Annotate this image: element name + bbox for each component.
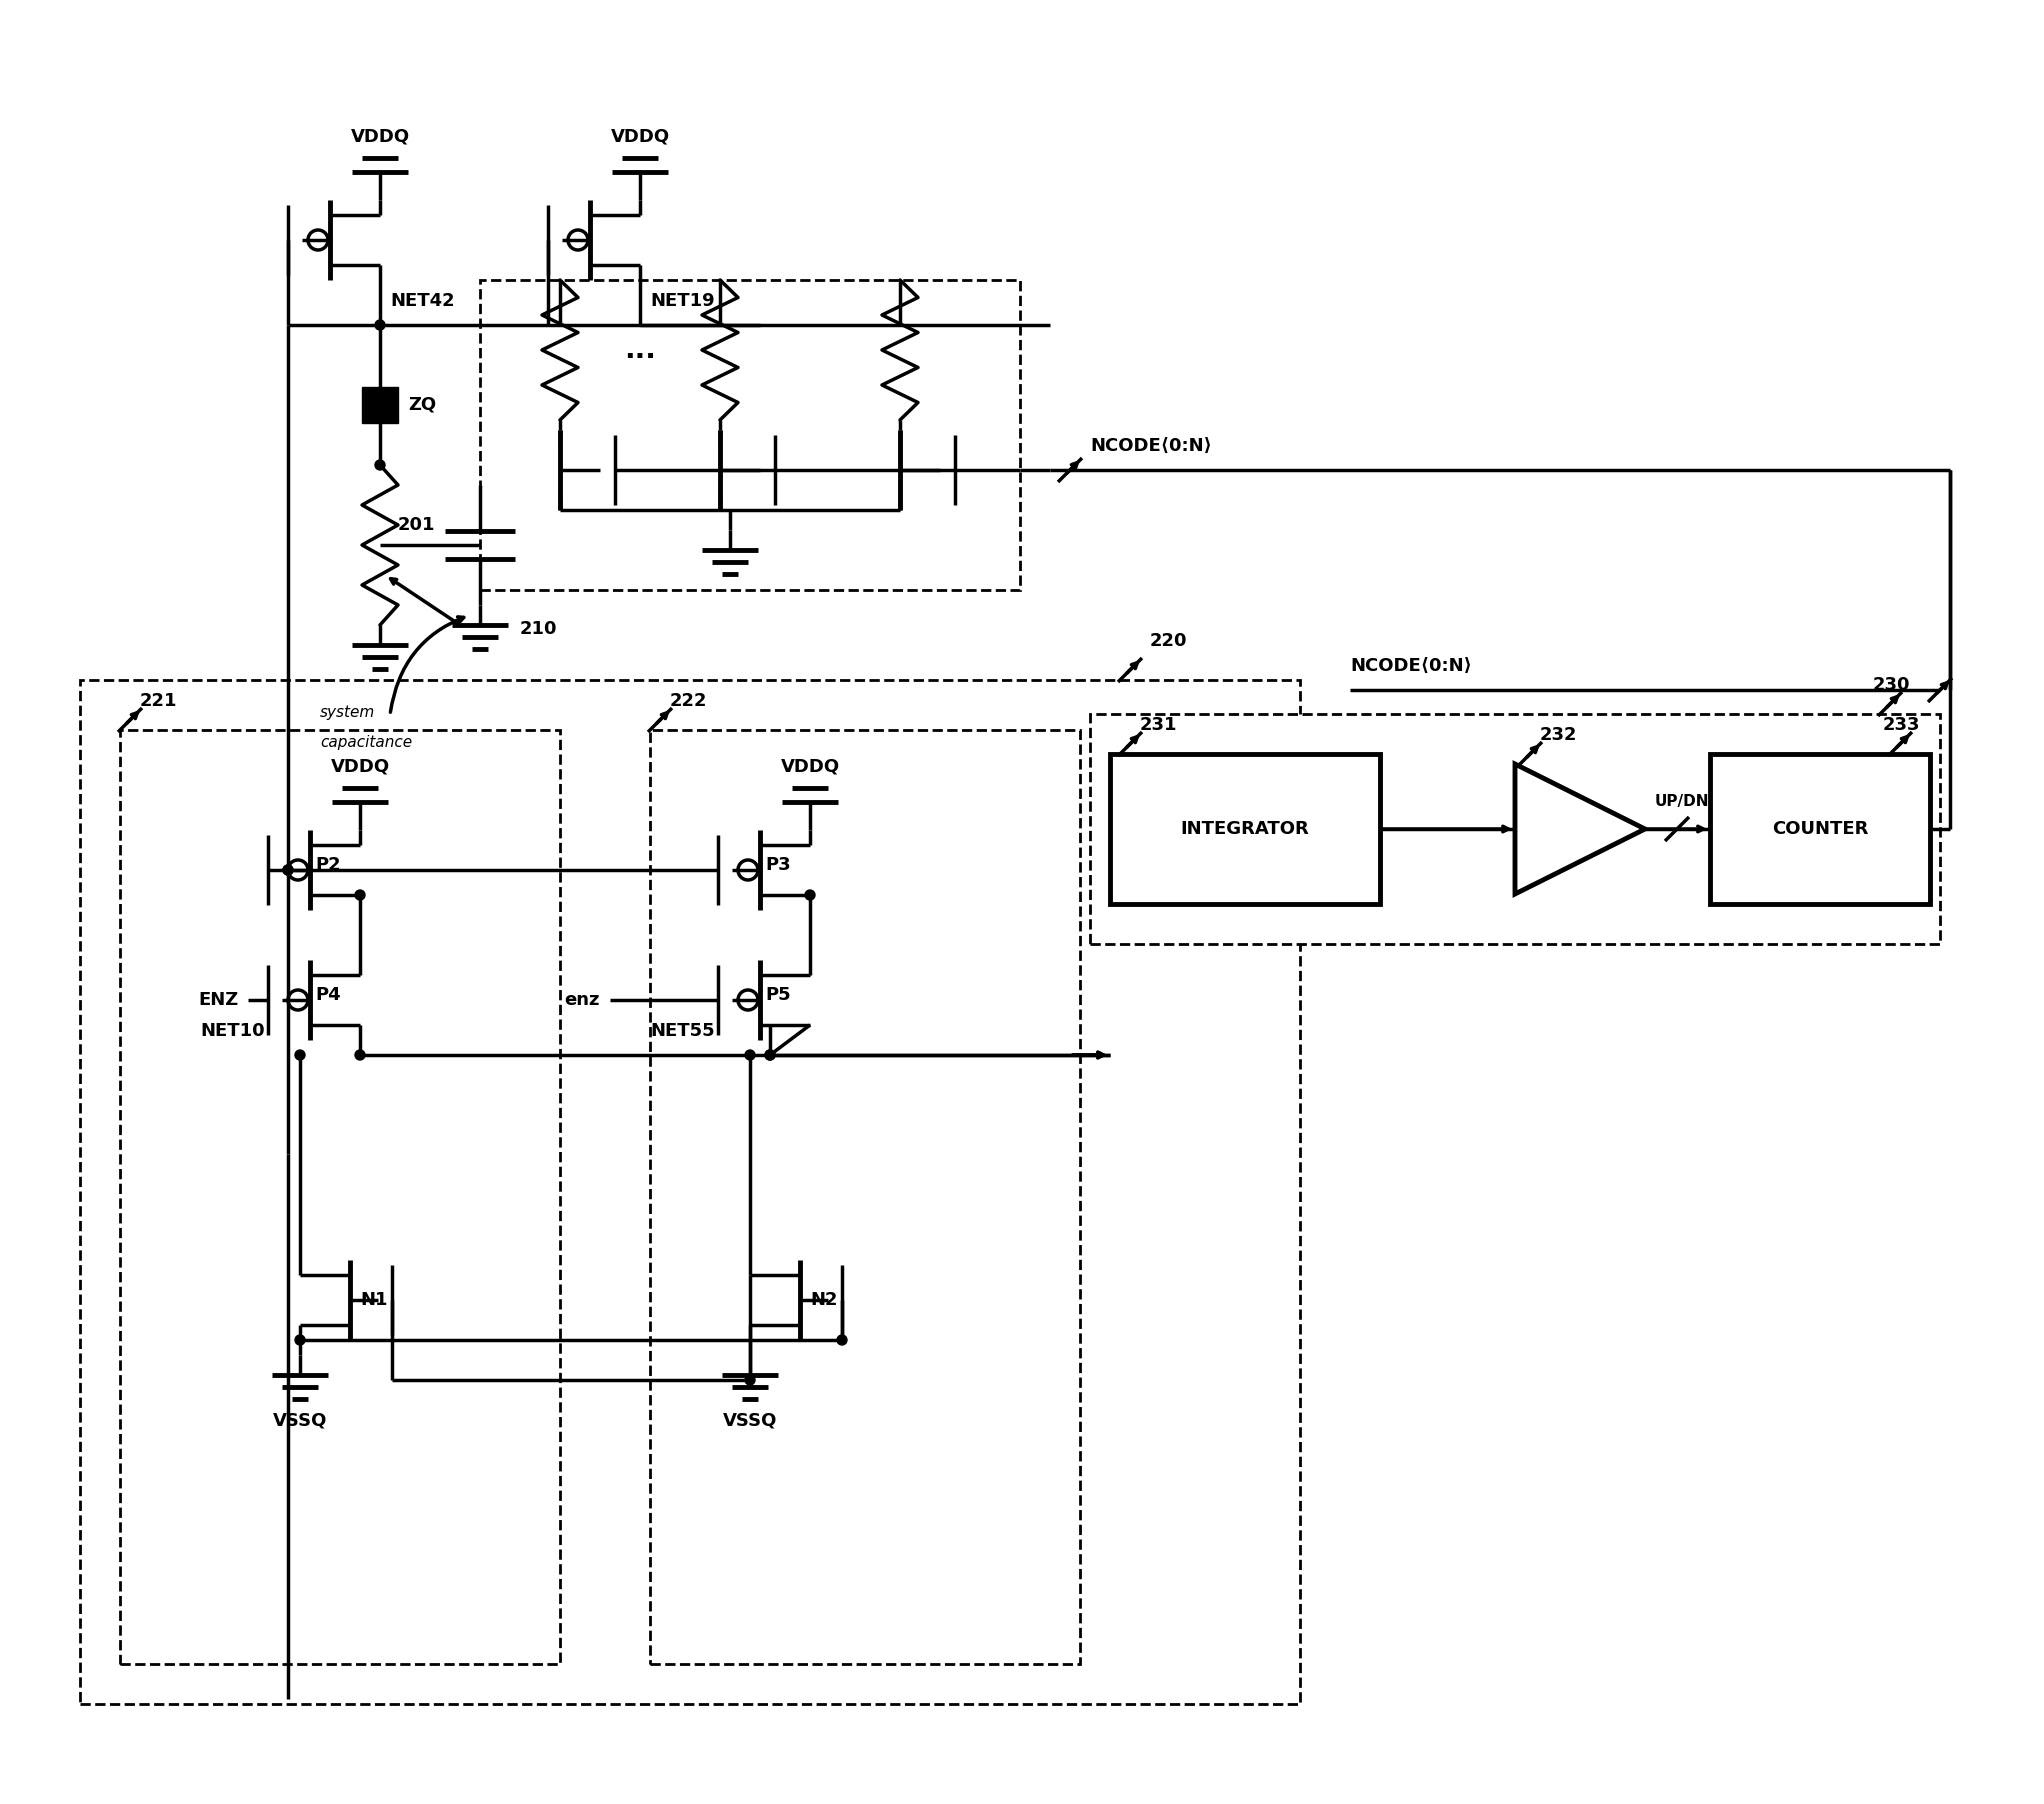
- Text: UP/DN: UP/DN: [1656, 794, 1709, 808]
- Text: COUNTER: COUNTER: [1772, 821, 1868, 839]
- Text: VDDQ: VDDQ: [350, 126, 409, 144]
- Circle shape: [282, 864, 292, 875]
- Text: NET42: NET42: [390, 292, 454, 310]
- Text: 232: 232: [1539, 725, 1578, 743]
- Text: VSSQ: VSSQ: [724, 1411, 777, 1429]
- Text: 221: 221: [139, 693, 178, 711]
- Text: VSSQ: VSSQ: [272, 1411, 327, 1429]
- Circle shape: [356, 1050, 366, 1061]
- Text: 233: 233: [1883, 716, 1919, 734]
- Circle shape: [282, 864, 292, 875]
- Circle shape: [356, 889, 366, 900]
- Text: INTEGRATOR: INTEGRATOR: [1181, 821, 1310, 839]
- Text: capacitance: capacitance: [321, 734, 413, 750]
- Circle shape: [288, 990, 309, 1010]
- Circle shape: [294, 1335, 305, 1346]
- Circle shape: [738, 990, 758, 1010]
- Text: P4: P4: [315, 987, 341, 1005]
- Text: 222: 222: [670, 693, 707, 711]
- Circle shape: [805, 889, 816, 900]
- Circle shape: [764, 1050, 775, 1061]
- Text: 230: 230: [1872, 676, 1909, 695]
- Bar: [480, 280, 1020, 590]
- Bar: [362, 388, 399, 422]
- Circle shape: [288, 861, 309, 880]
- Text: VDDQ: VDDQ: [611, 126, 670, 144]
- Text: NCODE⟨0:N⟩: NCODE⟨0:N⟩: [1349, 657, 1472, 675]
- Text: P3: P3: [764, 857, 791, 873]
- Text: VDDQ: VDDQ: [781, 758, 840, 776]
- Text: ENZ: ENZ: [198, 990, 237, 1008]
- Bar: [121, 731, 560, 1663]
- Text: N1: N1: [360, 1292, 388, 1310]
- Circle shape: [738, 861, 758, 880]
- Circle shape: [374, 460, 384, 471]
- Circle shape: [568, 229, 589, 251]
- Bar: [80, 680, 1300, 1705]
- Text: P2: P2: [315, 857, 341, 873]
- Circle shape: [374, 319, 384, 330]
- Text: P5: P5: [764, 987, 791, 1005]
- Circle shape: [544, 319, 554, 330]
- Circle shape: [836, 1335, 846, 1346]
- Text: NET19: NET19: [650, 292, 715, 310]
- Bar: [1089, 714, 1940, 943]
- Text: enz: enz: [564, 990, 601, 1008]
- Text: VDDQ: VDDQ: [331, 758, 390, 776]
- Text: N2: N2: [809, 1292, 838, 1310]
- Circle shape: [294, 1050, 305, 1061]
- Bar: [650, 731, 1079, 1663]
- Circle shape: [744, 1050, 754, 1061]
- Circle shape: [309, 229, 327, 251]
- Circle shape: [636, 319, 646, 330]
- Text: NET55: NET55: [650, 1023, 715, 1039]
- Circle shape: [544, 319, 554, 330]
- Text: 220: 220: [1151, 631, 1188, 649]
- Text: system: system: [321, 705, 376, 720]
- Text: ZQ: ZQ: [409, 397, 435, 413]
- Text: 210: 210: [519, 621, 558, 639]
- Text: NCODE⟨0:N⟩: NCODE⟨0:N⟩: [1089, 437, 1212, 455]
- Text: 231: 231: [1141, 716, 1177, 734]
- Bar: [1110, 754, 1380, 904]
- Circle shape: [764, 1050, 775, 1061]
- Text: NET10: NET10: [200, 1023, 264, 1039]
- Text: 201: 201: [399, 516, 435, 534]
- Circle shape: [744, 1375, 754, 1385]
- Bar: [1711, 754, 1930, 904]
- Text: ...: ...: [623, 336, 656, 364]
